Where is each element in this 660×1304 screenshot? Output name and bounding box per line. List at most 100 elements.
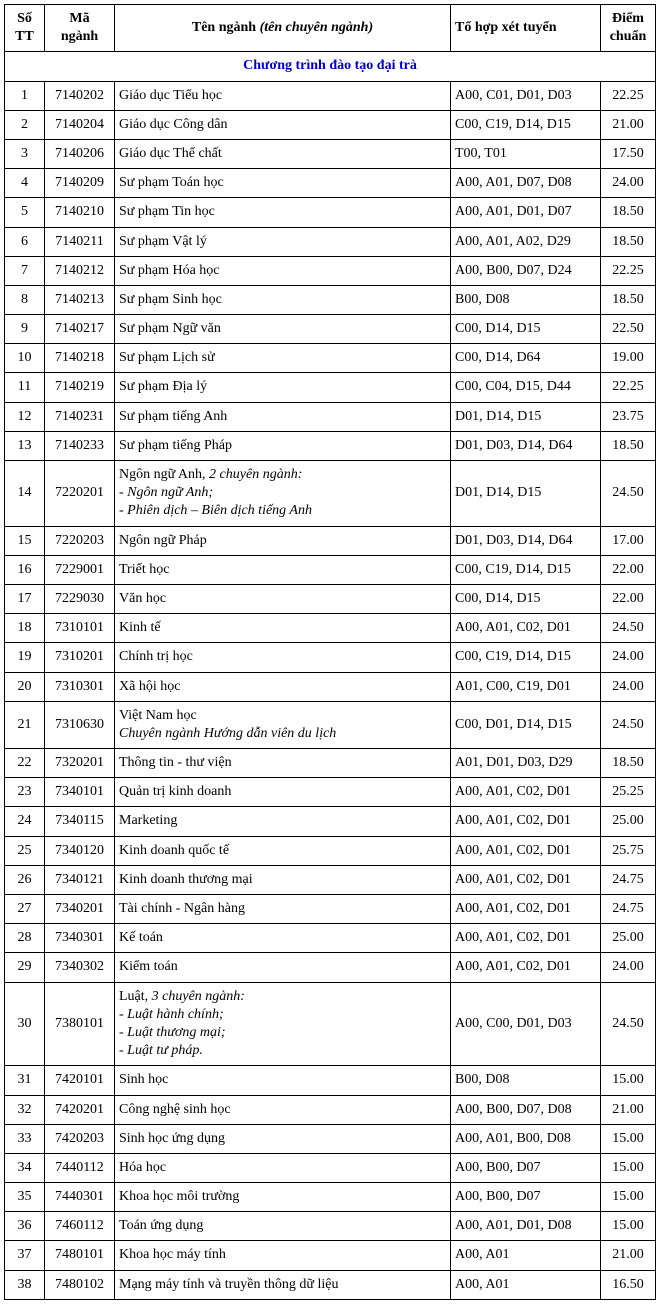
cell-stt: 9 <box>5 315 45 344</box>
table-row: 247340115MarketingA00, A01, C02, D0125.0… <box>5 807 656 836</box>
cell-stt: 12 <box>5 402 45 431</box>
table-row: 177229030Văn họcC00, D14, D1522.00 <box>5 584 656 613</box>
cell-combo: D01, D03, D14, D64 <box>451 431 601 460</box>
cell-stt: 35 <box>5 1183 45 1212</box>
cell-name-main-line: Việt Nam học <box>119 707 446 725</box>
cell-code: 7420201 <box>45 1095 115 1124</box>
table-row: 137140233Sư phạm tiếng PhápD01, D03, D14… <box>5 431 656 460</box>
cell-code: 7460112 <box>45 1212 115 1241</box>
cell-name: Khoa học máy tính <box>115 1241 451 1270</box>
section-header: Chương trình đào tạo đại trà <box>5 52 656 81</box>
table-row: 167229001Triết họcC00, C19, D14, D1522.0… <box>5 555 656 584</box>
cell-score: 23.75 <box>601 402 656 431</box>
cell-score: 22.50 <box>601 315 656 344</box>
cell-stt: 36 <box>5 1212 45 1241</box>
cell-combo: A00, A01, C02, D01 <box>451 924 601 953</box>
table-row: 237340101Quản trị kinh doanhA00, A01, C0… <box>5 778 656 807</box>
table-row: 47140209Sư phạm Toán họcA00, A01, D07, D… <box>5 169 656 198</box>
cell-code: 7140206 <box>45 139 115 168</box>
cell-combo: A00, C01, D01, D03 <box>451 81 601 110</box>
cell-code: 7340302 <box>45 953 115 982</box>
cell-name: Văn học <box>115 584 451 613</box>
cell-combo: A00, A01, C02, D01 <box>451 865 601 894</box>
cell-combo: C00, D14, D64 <box>451 344 601 373</box>
cell-name: Sinh học <box>115 1066 451 1095</box>
cell-combo: B00, D08 <box>451 285 601 314</box>
cell-name-ital-inline: 2 chuyên ngành: <box>209 467 302 482</box>
cell-stt: 23 <box>5 778 45 807</box>
col-header-combo: Tổ hợp xét tuyển <box>451 5 601 52</box>
cell-code: 7420203 <box>45 1124 115 1153</box>
table-row: 267340121Kinh doanh thương mạiA00, A01, … <box>5 865 656 894</box>
cell-code: 7480102 <box>45 1270 115 1299</box>
cell-stt: 29 <box>5 953 45 982</box>
table-row: 307380101Luật, 3 chuyên ngành:- Luật hàn… <box>5 982 656 1066</box>
cell-name-subline: - Ngôn ngữ Anh; <box>119 484 446 502</box>
cell-score: 16.50 <box>601 1270 656 1299</box>
table-row: 127140231Sư phạm tiếng AnhD01, D14, D152… <box>5 402 656 431</box>
cell-code: 7380101 <box>45 982 115 1066</box>
cell-score: 24.00 <box>601 953 656 982</box>
cell-combo: A00, A01 <box>451 1270 601 1299</box>
cell-score: 18.50 <box>601 431 656 460</box>
cell-name: Hóa học <box>115 1153 451 1182</box>
cell-code: 7140210 <box>45 198 115 227</box>
cell-name: Sư phạm Lịch sử <box>115 344 451 373</box>
table-row: 107140218Sư phạm Lịch sửC00, D14, D6419.… <box>5 344 656 373</box>
col-header-code: Mã ngành <box>45 5 115 52</box>
table-row: 77140212Sư phạm Hóa họcA00, B00, D07, D2… <box>5 256 656 285</box>
cell-name-subline: - Luật thương mại; <box>119 1024 446 1042</box>
cell-name: Kinh doanh quốc tế <box>115 836 451 865</box>
cell-name: Khoa học môi trường <box>115 1183 451 1212</box>
cell-code: 7140213 <box>45 285 115 314</box>
cell-code: 7440301 <box>45 1183 115 1212</box>
cell-code: 7310630 <box>45 701 115 748</box>
table-row: 157220203Ngôn ngữ PhápD01, D03, D14, D64… <box>5 526 656 555</box>
cell-score: 24.75 <box>601 895 656 924</box>
cell-code: 7420101 <box>45 1066 115 1095</box>
cell-combo: A00, B00, D07, D24 <box>451 256 601 285</box>
cell-code: 7229001 <box>45 555 115 584</box>
cell-name: Tài chính - Ngân hàng <box>115 895 451 924</box>
cell-score: 22.25 <box>601 373 656 402</box>
cell-combo: B00, D08 <box>451 1066 601 1095</box>
table-row: 147220201Ngôn ngữ Anh, 2 chuyên ngành:- … <box>5 461 656 527</box>
cell-score: 15.00 <box>601 1212 656 1241</box>
table-row: 387480102Mạng máy tính và truyền thông d… <box>5 1270 656 1299</box>
table-header: Số TT Mã ngành Tên ngành (tên chuyên ngà… <box>5 5 656 52</box>
cell-combo: A00, A01, D01, D07 <box>451 198 601 227</box>
cell-score: 18.50 <box>601 198 656 227</box>
cell-stt: 13 <box>5 431 45 460</box>
cell-combo: C00, C19, D14, D15 <box>451 110 601 139</box>
cell-score: 15.00 <box>601 1066 656 1095</box>
cell-combo: C00, C19, D14, D15 <box>451 555 601 584</box>
cell-name: Giáo dục Thể chất <box>115 139 451 168</box>
cell-stt: 20 <box>5 672 45 701</box>
cell-name-subline: - Luật hành chính; <box>119 1006 446 1024</box>
cell-name: Công nghệ sinh học <box>115 1095 451 1124</box>
cell-combo: A00, A01, C02, D01 <box>451 836 601 865</box>
cell-stt: 16 <box>5 555 45 584</box>
cell-stt: 22 <box>5 749 45 778</box>
cell-stt: 24 <box>5 807 45 836</box>
cell-code: 7310101 <box>45 614 115 643</box>
cell-combo: T00, T01 <box>451 139 601 168</box>
cell-name: Ngôn ngữ Anh, 2 chuyên ngành: - Ngôn ngữ … <box>115 461 451 527</box>
cell-stt: 38 <box>5 1270 45 1299</box>
cell-name: Sư phạm Tin học <box>115 198 451 227</box>
table-row: 347440112Hóa họcA00, B00, D0715.00 <box>5 1153 656 1182</box>
col-header-name-ital: (tên chuyên ngành) <box>260 20 374 35</box>
cell-combo: A00, B00, D07 <box>451 1153 601 1182</box>
cell-name-main: Ngôn ngữ Anh, <box>119 467 209 482</box>
cell-combo: C00, C04, D15, D44 <box>451 373 601 402</box>
cell-score: 18.50 <box>601 285 656 314</box>
cell-name: Giáo dục Tiểu học <box>115 81 451 110</box>
cell-name: Sư phạm tiếng Anh <box>115 402 451 431</box>
cell-combo: A00, A01 <box>451 1241 601 1270</box>
cell-score: 24.75 <box>601 865 656 894</box>
cell-stt: 30 <box>5 982 45 1066</box>
cell-code: 7140233 <box>45 431 115 460</box>
table-row: 207310301Xã hội họcA01, C00, C19, D0124.… <box>5 672 656 701</box>
cell-name-main: Luật, <box>119 989 152 1004</box>
cell-score: 24.50 <box>601 982 656 1066</box>
